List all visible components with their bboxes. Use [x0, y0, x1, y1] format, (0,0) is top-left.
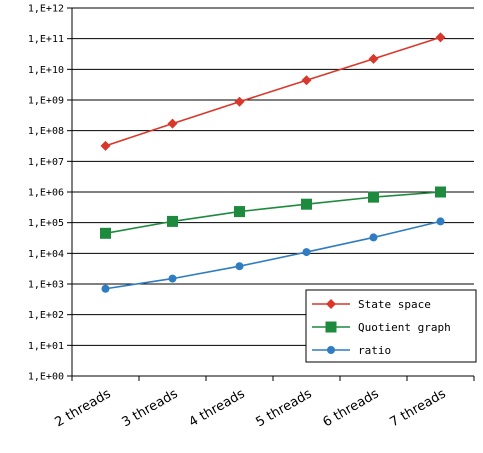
- data-point: [234, 96, 245, 107]
- legend-marker: [325, 321, 337, 333]
- data-point: [101, 284, 110, 293]
- y-tick-label: 1,E+00: [28, 372, 64, 383]
- y-tick-label: 1,E+09: [28, 96, 64, 107]
- series-line: [105, 191, 441, 235]
- series-state-space: [100, 32, 446, 151]
- data-point: [436, 217, 445, 226]
- y-tick-label: 1,E+02: [28, 310, 64, 321]
- x-tick-label: 2 threads: [52, 386, 113, 430]
- y-tick-label: 1,E+12: [28, 4, 64, 15]
- data-point: [301, 198, 312, 210]
- legend-label: ratio: [358, 344, 391, 357]
- y-tick-label: 1,E+10: [28, 65, 64, 76]
- y-tick-label: 1,E+06: [28, 188, 64, 199]
- data-point: [435, 186, 446, 198]
- data-point: [368, 191, 379, 203]
- legend: State space Quotient graph ratio: [305, 289, 477, 363]
- legend-marker: [327, 346, 335, 354]
- data-point: [368, 53, 379, 64]
- x-tick-labels: 2 threads 3 threads 4 threads 5 threads 6 th…: [52, 386, 448, 430]
- y-tick-label: 1,E+01: [28, 341, 64, 352]
- x-tick-label: 6 threads: [320, 386, 381, 430]
- data-point: [167, 215, 178, 227]
- data-point: [369, 233, 378, 242]
- y-tick-label: 1,E+04: [28, 249, 64, 260]
- x-tick-label: 5 threads: [253, 386, 314, 430]
- legend-label: Quotient graph: [358, 321, 451, 334]
- series-quotient-graph: [100, 186, 446, 239]
- x-tick-label: 7 threads: [387, 386, 448, 430]
- data-point: [235, 262, 244, 271]
- legend-label: State space: [358, 298, 431, 311]
- y-tick-label: 1,E+03: [28, 280, 64, 291]
- data-point: [100, 140, 111, 151]
- data-point: [435, 32, 446, 43]
- series-line: [105, 220, 441, 290]
- data-point: [301, 75, 312, 86]
- y-tick-label: 1,E+05: [28, 218, 64, 229]
- series-line: [105, 36, 441, 147]
- series-layer: [100, 32, 446, 293]
- y-tick-label: 1,E+07: [28, 157, 64, 168]
- data-point: [302, 248, 311, 257]
- x-tick-label: 4 threads: [186, 386, 247, 430]
- series-ratio: [101, 217, 445, 293]
- data-point: [234, 206, 245, 218]
- y-tick-labels: 1,E+00 1,E+01 1,E+02 1,E+03 1,E+04 1,E+05 1,E+…: [28, 4, 64, 383]
- y-tick-label: 1,E+11: [28, 34, 64, 45]
- legend-marker: [326, 299, 336, 309]
- y-tick-label: 1,E+08: [28, 126, 64, 137]
- x-tick-label: 3 threads: [119, 386, 180, 430]
- data-point: [167, 118, 178, 129]
- data-point: [100, 227, 111, 239]
- data-point: [168, 274, 177, 283]
- axes: [67, 7, 475, 381]
